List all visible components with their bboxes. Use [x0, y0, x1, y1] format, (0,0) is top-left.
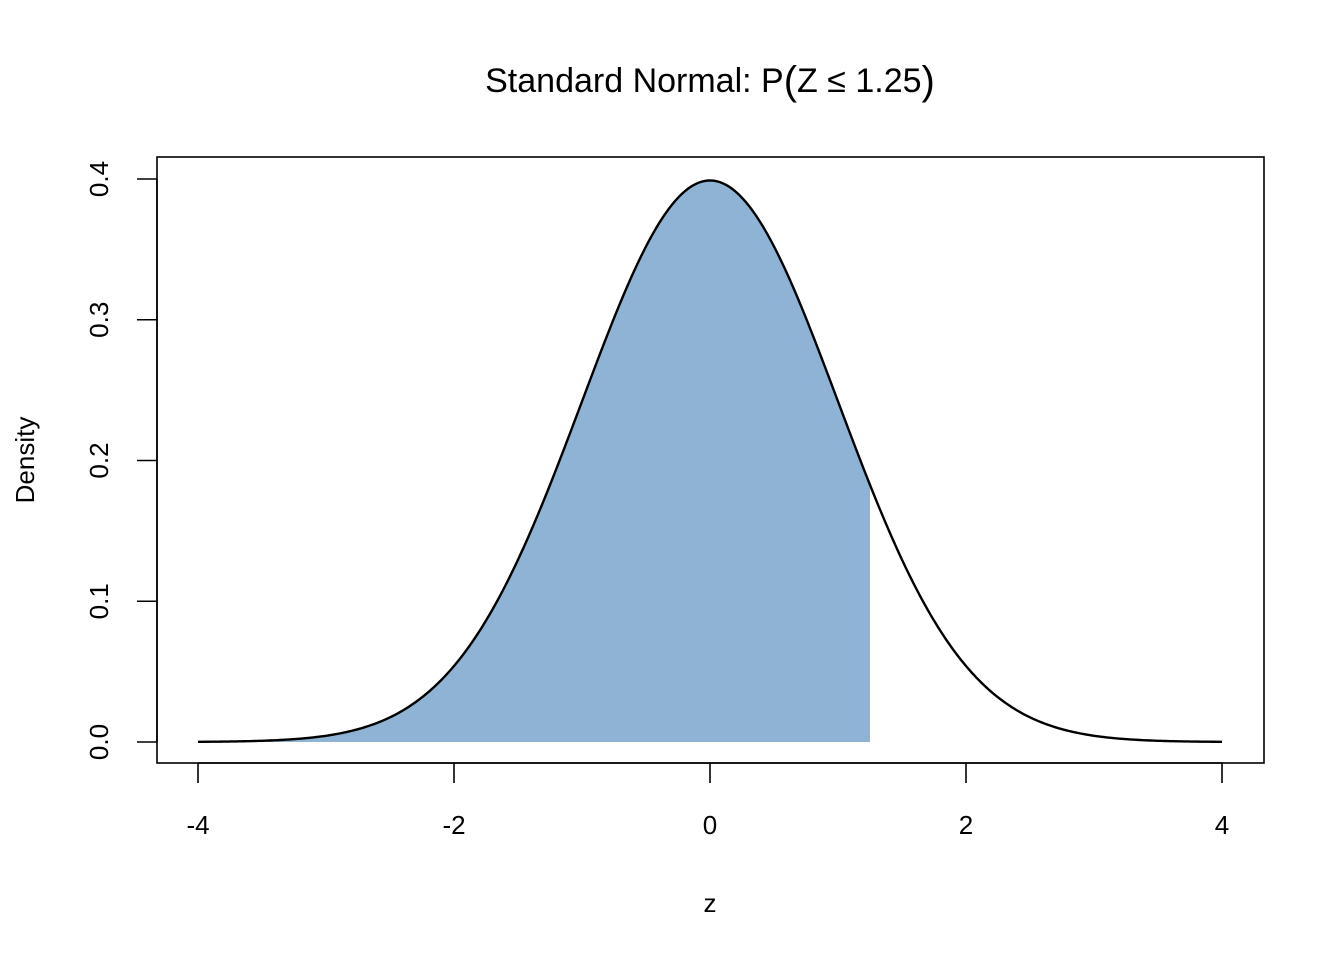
y-tick-label: 0.3 — [84, 302, 114, 338]
y-axis: 0.0 0.1 0.2 0.3 0.4 — [84, 161, 158, 760]
x-tick-label: 4 — [1215, 810, 1229, 840]
y-tick-label: 0.1 — [84, 583, 114, 619]
x-axis: -4 -2 0 2 4 — [186, 762, 1229, 840]
title-close-paren: ) — [922, 59, 935, 103]
y-tick-label: 0.0 — [84, 724, 114, 760]
x-tick-label: 0 — [703, 810, 717, 840]
y-axis-label: Density — [10, 417, 40, 504]
density-curve — [197, 179, 1223, 744]
x-tick-label: -2 — [442, 810, 465, 840]
chart-title: Standard Normal: P(Z ≤ 1.25) — [485, 59, 935, 103]
title-inner: Z ≤ 1.25 — [797, 62, 922, 100]
x-tick-label: -4 — [186, 810, 209, 840]
y-tick-label: 0.4 — [84, 161, 114, 197]
y-tick-label: 0.2 — [84, 442, 114, 478]
title-open-paren: ( — [784, 59, 798, 103]
shaded-area — [198, 180, 870, 743]
title-prefix: Standard Normal: P — [485, 62, 784, 100]
x-tick-label: 2 — [959, 810, 973, 840]
x-axis-label: z — [704, 888, 717, 918]
